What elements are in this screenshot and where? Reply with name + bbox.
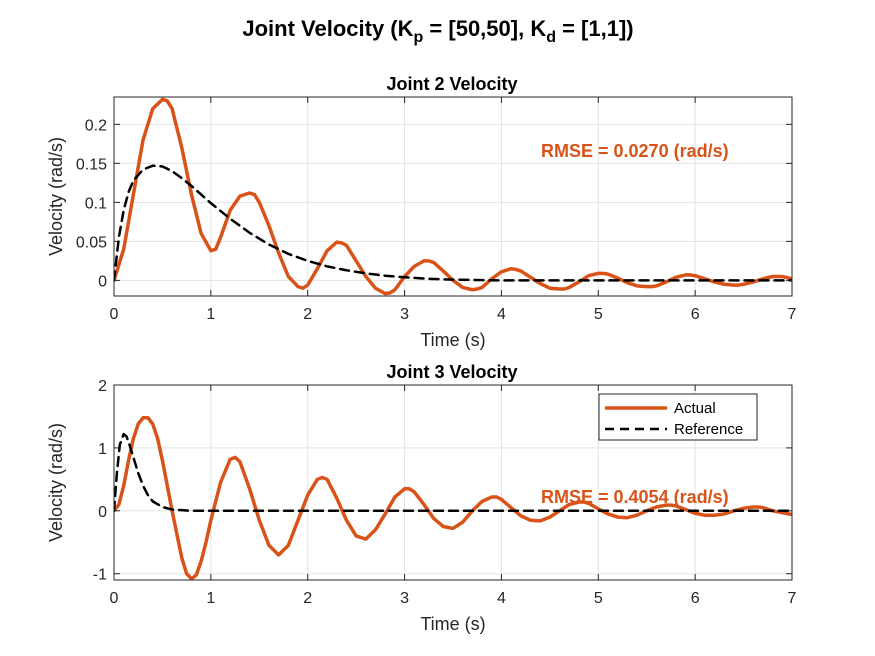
x-tick-label: 1 (206, 306, 215, 323)
y-tick-label: 0.05 (76, 234, 107, 251)
joint-3-legend: Actual Reference (598, 393, 758, 441)
joint-3-xlabel: Time (s) (420, 614, 485, 634)
joint-3-series (114, 415, 792, 580)
x-tick-label: 6 (691, 590, 700, 607)
x-tick-label: 3 (400, 590, 409, 607)
joint-2-ylabel: Velocity (rad/s) (46, 137, 66, 256)
y-tick-label: 0.15 (76, 156, 107, 173)
title-suffix: = [1,1]) (556, 16, 634, 41)
joint-2-grid (113, 97, 793, 296)
figure-title: Joint Velocity (Kp = [50,50], Kd = [1,1]… (242, 16, 633, 46)
y-tick-label: -1 (93, 567, 107, 584)
x-tick-label: 2 (303, 590, 312, 607)
x-tick-label: 0 (110, 590, 119, 607)
legend-reference-label: Reference (674, 421, 743, 438)
x-tick-label: 1 (206, 590, 215, 607)
x-tick-label: 7 (788, 306, 797, 323)
joint-2-ticks: 0 1 2 3 4 5 6 7 0 0.05 0.1 0.15 0.2 (76, 97, 797, 323)
y-tick-label: 0.2 (85, 117, 107, 134)
joint-2-velocity-panel: Joint 2 Velocity 0 1 2 3 4 5 6 7 0 0.05 0.1 0.15 0.2… (46, 74, 797, 350)
x-tick-label: 4 (497, 590, 506, 607)
actual-velocity-line (114, 97, 792, 296)
legend-box (598, 393, 758, 441)
y-tick-label: 0.1 (85, 195, 107, 212)
joint-3-title: Joint 3 Velocity (386, 362, 517, 382)
title-subscript-p: p (414, 29, 424, 46)
joint-2-axes-frame (113, 96, 793, 297)
reference-velocity-line (114, 432, 792, 513)
x-tick-label: 7 (788, 590, 797, 607)
y-tick-label: 0 (98, 273, 107, 290)
x-tick-label: 5 (594, 306, 603, 323)
title-mid: = [50,50], K (423, 16, 546, 41)
reference-velocity-line (114, 164, 792, 282)
x-tick-label: 0 (110, 306, 119, 323)
joint-3-ylabel: Velocity (rad/s) (46, 423, 66, 542)
joint-3-rmse-annotation: RMSE = 0.4054 (rad/s) (541, 487, 729, 507)
x-tick-label: 6 (691, 306, 700, 323)
x-tick-label: 2 (303, 306, 312, 323)
joint-2-title: Joint 2 Velocity (386, 74, 517, 94)
title-prefix: Joint Velocity (K (242, 16, 413, 41)
joint-2-xlabel: Time (s) (420, 330, 485, 350)
legend-actual-label: Actual (674, 400, 716, 417)
joint-2-rmse-annotation: RMSE = 0.0270 (rad/s) (541, 141, 729, 161)
x-tick-label: 4 (497, 306, 506, 323)
y-tick-label: 0 (98, 504, 107, 521)
actual-velocity-line (114, 415, 792, 580)
y-tick-label: 2 (98, 378, 107, 395)
y-tick-label: 1 (98, 441, 107, 458)
joint-2-series (114, 97, 792, 296)
x-tick-label: 5 (594, 590, 603, 607)
title-subscript-d: d (546, 29, 556, 46)
x-tick-label: 3 (400, 306, 409, 323)
joint-3-axes-frame (113, 384, 793, 581)
